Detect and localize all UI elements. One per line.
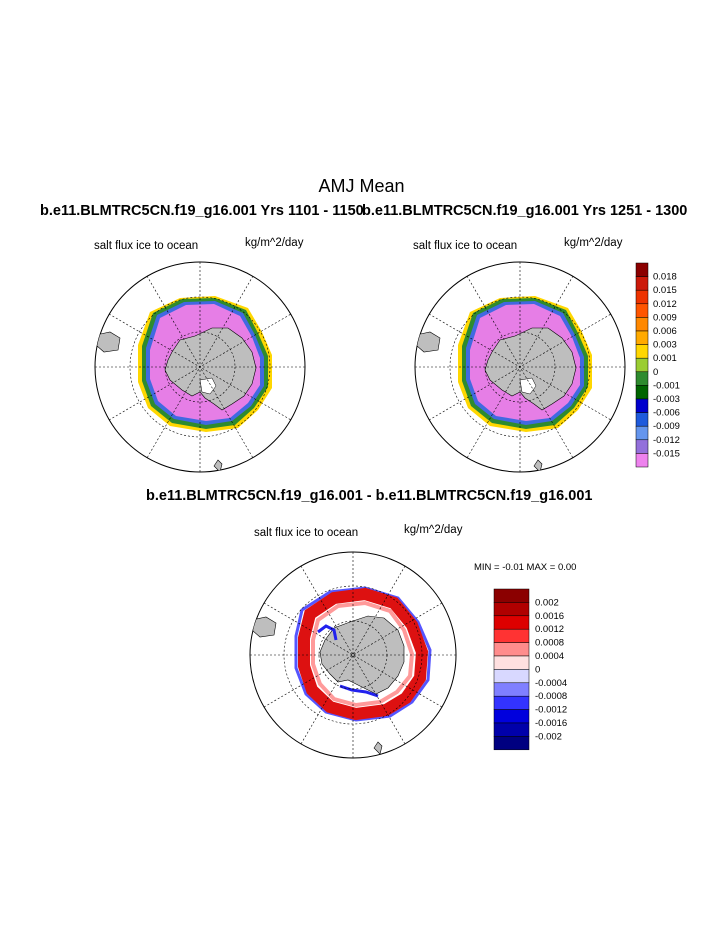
panel-2-polar-map (414, 261, 626, 473)
colorbar-diff-label-1: 0.0016 (535, 611, 564, 622)
diff-south-america (251, 616, 277, 638)
colorbar-main-label-5: 0.003 (653, 340, 677, 351)
colorbar-main-label-3: 0.009 (653, 312, 677, 323)
colorbar-main-label-1: 0.015 (653, 285, 677, 296)
panel-2-case-title: b.e11.BLMTRC5CN.f19_g16.001 Yrs 1251 - 1… (362, 203, 688, 219)
colorbar-main-label-10: -0.006 (653, 408, 680, 419)
diff-polar-map (249, 551, 457, 759)
colorbar-diff-swatch-1 (493, 602, 530, 617)
diff-graticule (250, 552, 456, 758)
colorbar-main-label-13: -0.015 (653, 448, 680, 459)
colorbar-diff-swatch-10 (493, 722, 530, 737)
diff-red-ring (298, 587, 429, 721)
colorbar-diff-swatch-0 (493, 588, 530, 603)
colorbar-diff-label-3: 0.0008 (535, 638, 564, 649)
colorbar-main-swatch-5 (635, 330, 649, 345)
colorbar-main-swatch-10 (635, 398, 649, 413)
colorbar-main-swatch-4 (635, 317, 649, 332)
diff-blue-coastal-left (317, 624, 338, 641)
colorbar-diff-label-4: 0.0004 (535, 651, 564, 662)
panel-2-units-label: kg/m^2/day (564, 237, 623, 249)
panel-1-graticule (95, 262, 305, 472)
colorbar-diff-swatch-7 (493, 682, 530, 697)
diff-pink-ring (311, 600, 415, 708)
colorbar-main-label-0: 0.018 (653, 272, 677, 283)
diff-panel-title: b.e11.BLMTRC5CN.f19_g16.001 - b.e11.BLMT… (146, 488, 593, 504)
diff-left-label: salt flux ice to ocean (254, 527, 359, 539)
colorbar-main-swatch-11 (635, 412, 649, 427)
colorbar-main-label-6: 0.001 (653, 353, 677, 364)
colorbar-main: 0.018 0.015 0.012 0.009 0.006 0.003 0.001 0 -0.0… (635, 262, 680, 468)
colorbar-main-label-12: -0.012 (653, 435, 680, 446)
colorbar-main-swatch-13 (635, 439, 649, 454)
colorbar-main-swatch-2 (635, 289, 649, 305)
panel-1-polar-map (94, 261, 306, 473)
panel-1-left-label: salt flux ice to ocean (94, 240, 199, 252)
diff-new-zealand (373, 741, 383, 755)
main-title: AMJ Mean (318, 176, 405, 196)
colorbar-diff-swatch-3 (493, 628, 530, 643)
colorbar-diff-label-8: -0.0012 (535, 705, 567, 716)
panel-1-case-title: b.e11.BLMTRC5CN.f19_g16.001 Yrs 1101 - 1… (40, 203, 364, 219)
colorbar-diff: 0.002 0.0016 0.0012 0.0008 0.0004 0 -0.0004 -0.… (493, 588, 567, 751)
panel-1-ross-ice-shelf (199, 377, 217, 395)
colorbar-diff-swatch-11 (493, 736, 530, 751)
colorbar-diff-swatch-5 (493, 655, 530, 670)
colorbar-diff-label-6: -0.0004 (535, 678, 567, 689)
colorbar-diff-swatch-9 (493, 709, 530, 724)
colorbar-main-label-8: -0.001 (653, 380, 680, 391)
colorbar-main-swatch-8 (635, 371, 649, 386)
panel-1-antarctica (164, 327, 257, 411)
colorbar-diff-swatch-2 (493, 615, 530, 630)
colorbar-diff-label-7: -0.0008 (535, 691, 567, 702)
panel-2-ross-ice-shelf (519, 377, 537, 395)
colorbar-main-swatch-1 (635, 276, 649, 291)
colorbar-main-swatch-3 (635, 303, 649, 318)
colorbar-main-swatch-7 (635, 357, 649, 373)
colorbar-diff-swatch-4 (493, 642, 530, 657)
diff-units-label: kg/m^2/day (404, 524, 463, 536)
panel-2-antarctica (484, 327, 577, 411)
colorbar-main-swatch-0 (635, 262, 649, 277)
panel-2-left-label: salt flux ice to ocean (413, 240, 518, 252)
colorbar-diff-label-9: -0.0016 (535, 718, 567, 729)
colorbar-main-swatch-6 (635, 344, 649, 359)
panel-2-new-zealand (533, 459, 543, 472)
colorbar-main-label-11: -0.009 (653, 421, 680, 432)
colorbar-main-swatch-12 (635, 425, 649, 441)
colorbar-main-swatch-9 (635, 385, 649, 400)
colorbar-diff-label-2: 0.0012 (535, 624, 564, 635)
colorbar-diff-label-10: -0.002 (535, 731, 562, 742)
colorbar-main-label-7: 0 (653, 367, 658, 378)
panel-1-units-label: kg/m^2/day (245, 237, 304, 249)
colorbar-diff-swatch-8 (493, 695, 530, 710)
colorbar-main-label-4: 0.006 (653, 326, 677, 337)
panel-2-graticule (415, 262, 625, 472)
colorbar-main-swatch-14 (635, 453, 649, 468)
colorbar-diff-swatch-6 (493, 669, 530, 684)
colorbar-diff-label-5: 0 (535, 664, 540, 675)
colorbar-diff-label-0: 0.002 (535, 597, 559, 608)
colorbar-main-label-2: 0.012 (653, 299, 677, 310)
panel-1-new-zealand (213, 459, 223, 472)
diff-minmax-label: MIN = -0.01 MAX = 0.00 (474, 562, 577, 573)
colorbar-main-label-9: -0.003 (653, 394, 680, 405)
